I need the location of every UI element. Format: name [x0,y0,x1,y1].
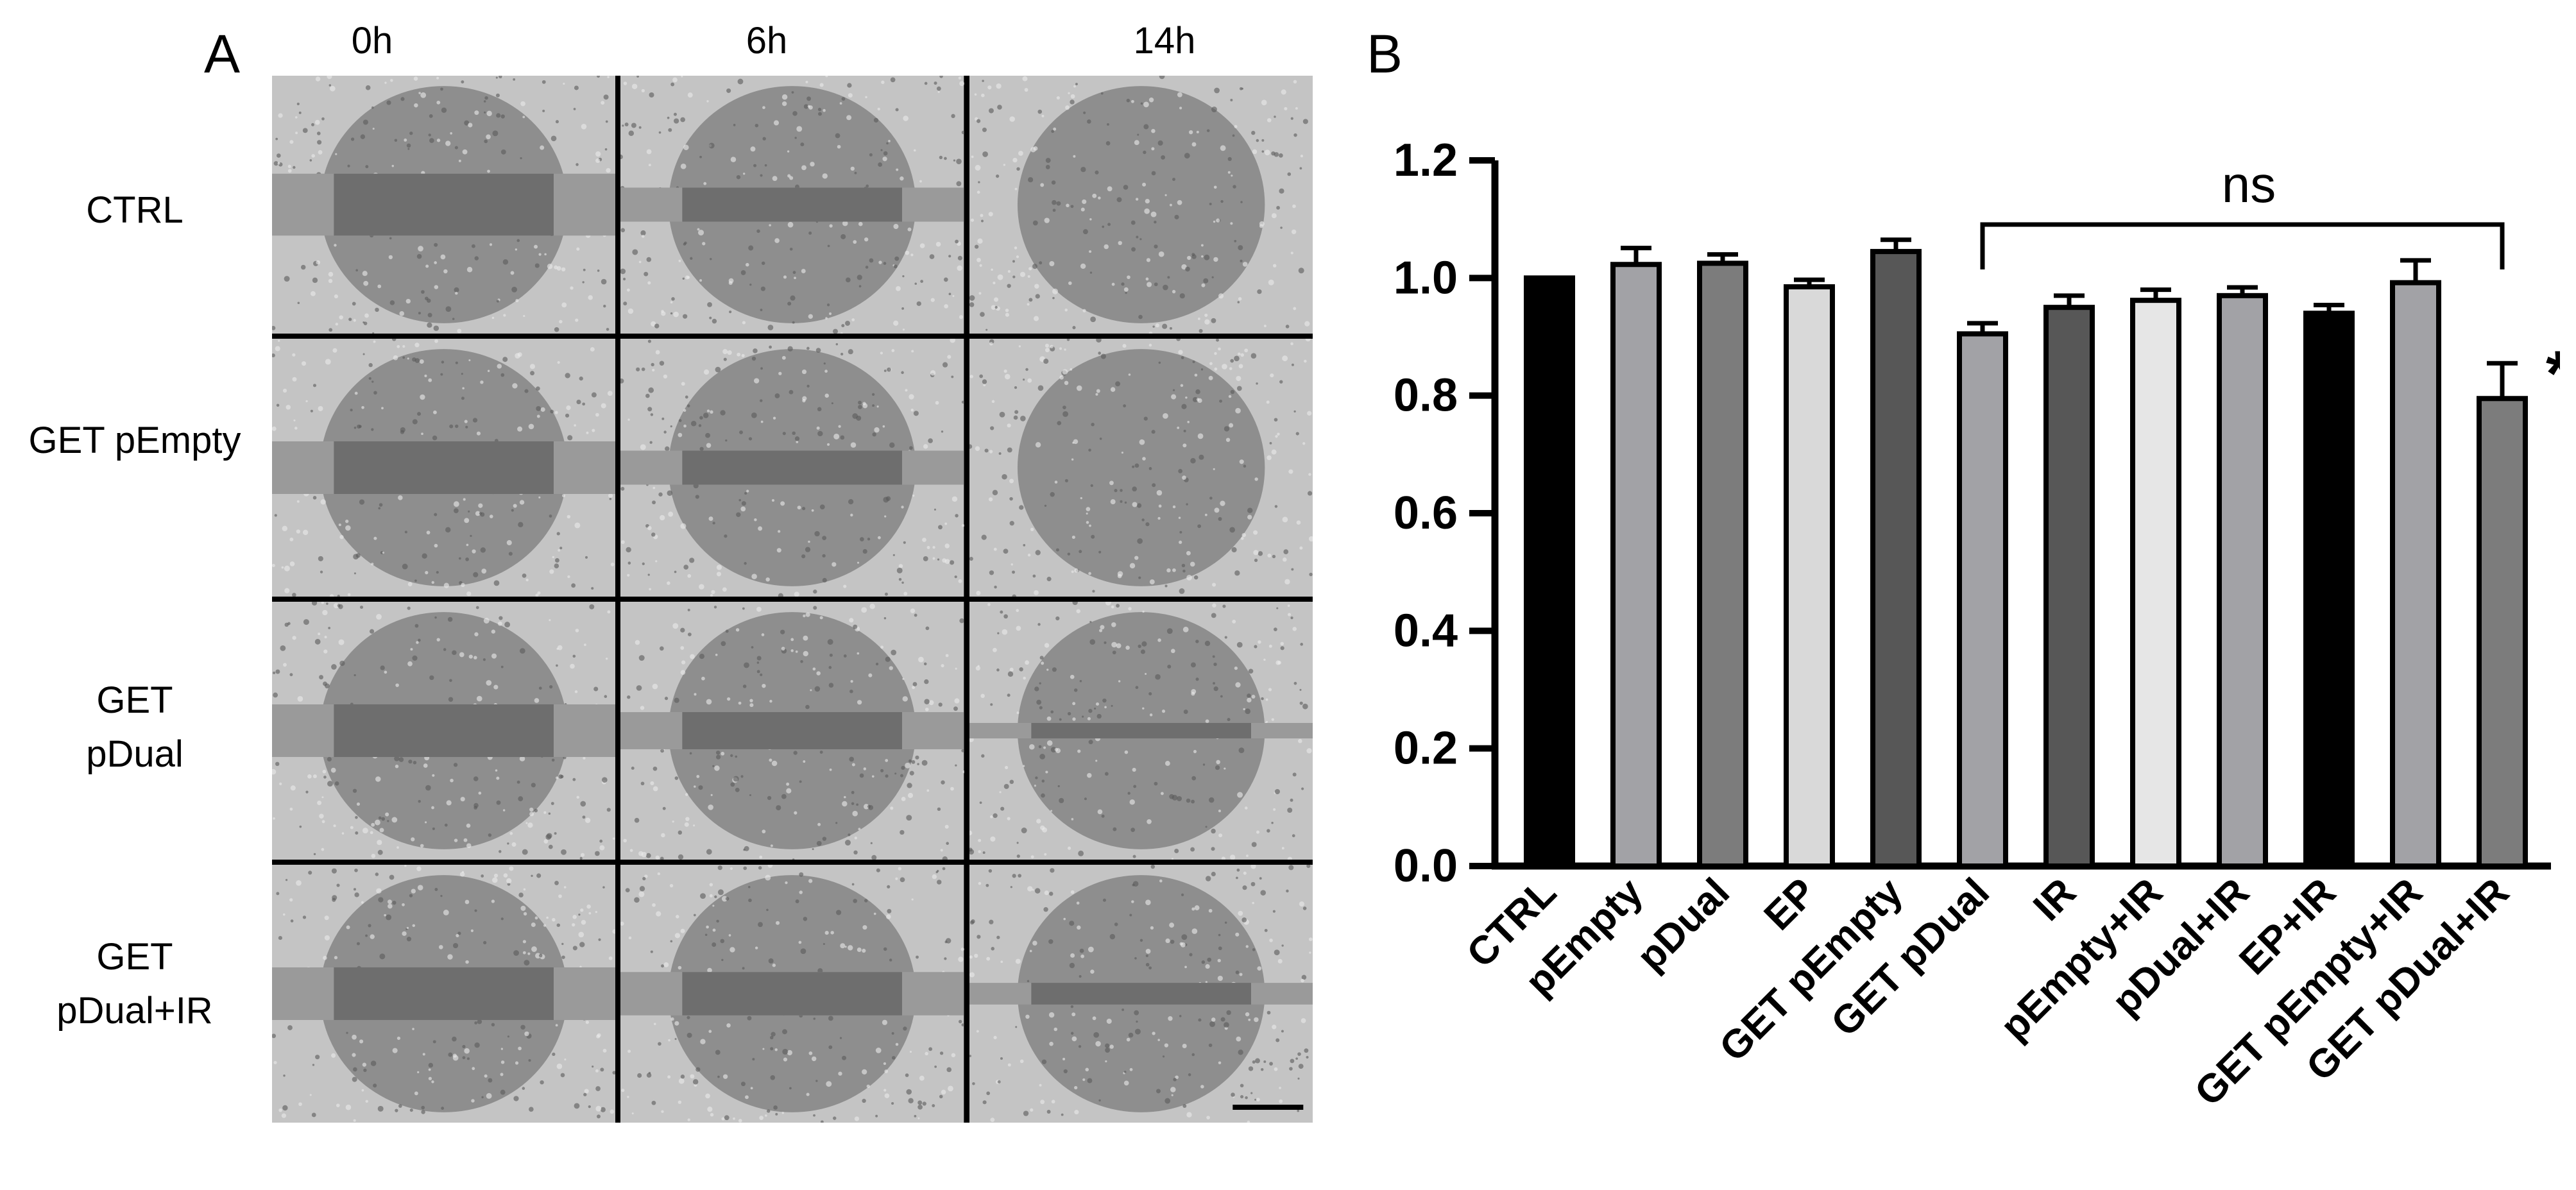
y-tick-label: 0.4 [1394,605,1458,656]
significance-asterisk: * [2546,337,2560,409]
y-tick-label: 0.6 [1394,488,1458,539]
bar [2390,280,2441,869]
bar [2043,305,2095,869]
bracket-label: ns [2222,156,2276,213]
y-tick-label: 0.8 [1394,370,1458,421]
bar [2217,293,2268,869]
row-label-get-pempty: GET pEmpty [28,420,241,461]
bar [1697,260,1748,869]
micrograph-r4-c1 [272,865,616,1123]
x-tick-label: EP [1756,870,1825,939]
micrograph-r2-c2 [620,339,964,597]
row-label-get-pdual: GET pDual [86,679,183,776]
time-label-14h: 14h [1133,20,1196,62]
x-tick-label: IR [2025,870,2085,930]
micrograph-r4-c3 [969,865,1313,1123]
micrograph-r2-c1 [272,339,616,597]
panel-b-letter: B [1367,24,1403,84]
bar [1870,249,1922,869]
bars [1524,237,2528,869]
row-label-ctrl: CTRL [86,189,183,231]
micrograph-r3-c1 [272,602,616,860]
micrograph-r3-c3 [969,602,1313,860]
panel-a-letter: A [204,24,241,84]
significance-bracket [1980,222,2505,269]
bar [2303,310,2355,869]
y-tick-label: 0.0 [1394,840,1458,892]
scale-bar [1232,1105,1303,1110]
bar [2477,396,2528,869]
bar [1524,275,1575,869]
micrograph-r1-c3 [969,76,1313,334]
micrograph-r3-c2 [620,602,964,860]
row-label-get-pdual-ir: GET pDual+IR [56,936,213,1032]
y-tick-label: 0.2 [1394,723,1458,774]
annotations: ns * [1980,156,2560,409]
micrograph-r2-c3 [969,339,1313,597]
micrograph-r4-c2 [620,865,964,1123]
time-label-0h: 0h [351,20,393,62]
micrograph-r1-c2 [620,76,964,334]
y-tick-label: 1.0 [1394,252,1458,303]
bar [2130,298,2181,869]
y-tick-label: 1.2 [1394,135,1458,186]
x-tick-label: pDual [1628,870,1738,980]
time-label-6h: 6h [746,20,788,62]
y-axis: 0.0 0.2 0.4 0.6 0.8 1.0 1.2 [1394,135,2551,892]
micrograph-r1-c1 [272,76,616,334]
bar [1610,262,1662,869]
micrograph-grid [272,76,1313,1123]
bar [1957,331,2008,869]
bar [1784,284,1835,869]
